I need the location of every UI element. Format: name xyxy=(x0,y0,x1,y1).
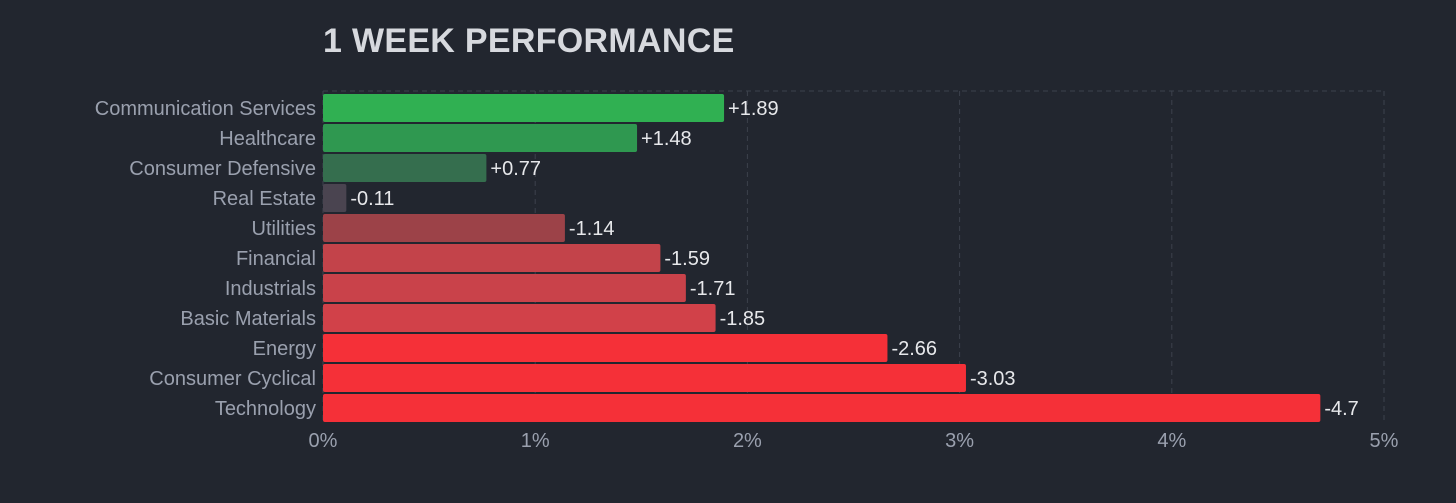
value-label: -1.14 xyxy=(569,218,615,240)
value-label: -1.59 xyxy=(664,248,710,270)
bar-communication-services xyxy=(323,94,725,122)
value-label: +1.89 xyxy=(728,98,779,120)
category-label: Utilities xyxy=(252,218,316,240)
value-label: -1.85 xyxy=(720,308,766,330)
bar-industrials xyxy=(323,274,686,302)
bar-utilities xyxy=(323,214,565,242)
x-tick-label: 2% xyxy=(733,430,762,452)
value-label: -1.71 xyxy=(690,278,736,300)
chart-title: 1 WEEK PERFORMANCE xyxy=(323,22,735,60)
category-label: Real Estate xyxy=(213,188,316,210)
category-label: Consumer Cyclical xyxy=(149,368,316,390)
category-label: Consumer Defensive xyxy=(129,158,316,180)
bar-basic-materials xyxy=(323,304,716,332)
value-label: -0.11 xyxy=(350,188,394,210)
value-label: +1.48 xyxy=(641,128,692,150)
labels-layer: Communication Services +1.89 Healthcare +1.… xyxy=(95,98,1359,420)
bar-consumer-defensive xyxy=(323,154,487,182)
value-label: +0.77 xyxy=(490,158,541,180)
x-tick-label: 3% xyxy=(945,430,974,452)
bar-financial xyxy=(323,244,661,272)
category-label: Energy xyxy=(253,338,316,360)
x-tick-label: 4% xyxy=(1157,430,1186,452)
bar-technology xyxy=(323,394,1321,422)
x-tick-label: 5% xyxy=(1370,430,1399,452)
category-label: Healthcare xyxy=(219,128,316,150)
value-label: -2.66 xyxy=(891,338,937,360)
category-label: Financial xyxy=(236,248,316,270)
x-axis-ticks: 0% 1% 2% 3% 4% 5% xyxy=(309,430,1399,452)
value-label: -4.7 xyxy=(1324,398,1358,420)
category-label: Communication Services xyxy=(95,98,316,120)
bars-layer xyxy=(323,94,1321,422)
x-tick-label: 1% xyxy=(521,430,550,452)
category-label: Technology xyxy=(215,398,316,420)
x-tick-label: 0% xyxy=(309,430,338,452)
bar-consumer-cyclical xyxy=(323,364,966,392)
category-label: Basic Materials xyxy=(180,308,316,330)
bar-healthcare xyxy=(323,124,638,152)
category-label: Industrials xyxy=(225,278,316,300)
value-label: -3.03 xyxy=(970,368,1016,390)
bar-energy xyxy=(323,334,888,362)
bar-real-estate xyxy=(323,184,347,212)
